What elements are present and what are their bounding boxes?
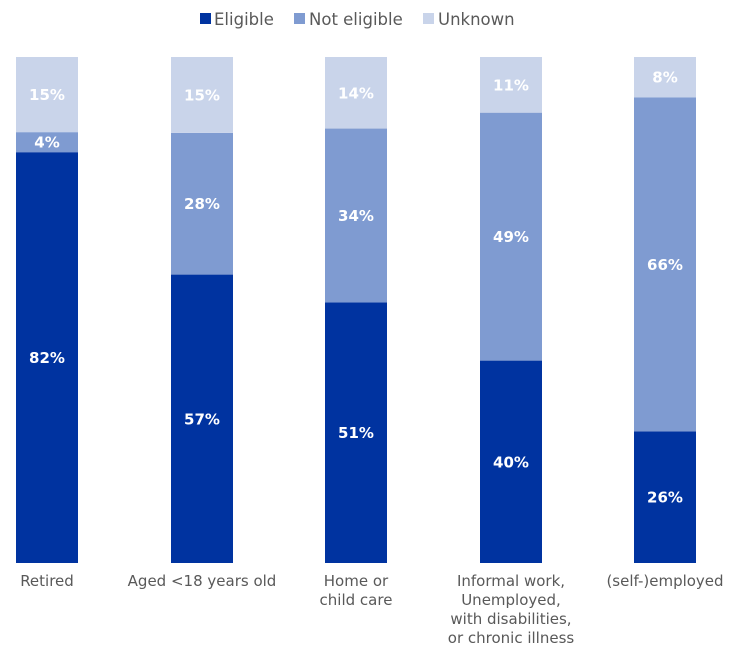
category-label-3: Home or child care: [320, 572, 393, 609]
bar-segment-unknown-2: [171, 57, 233, 133]
data-label-not-eligible-1: 4%: [34, 134, 59, 152]
bar-segment-not-eligible-2: [171, 132, 233, 275]
x-axis-labels: Retired Aged <18 years old Home or child ca…: [20, 572, 723, 647]
data-label-unknown-4: 11%: [493, 76, 529, 94]
category-label-1: Retired: [20, 572, 74, 590]
data-label-not-eligible-4: 49%: [493, 228, 529, 246]
bar-segment-unknown-5: [634, 57, 696, 98]
legend-swatch-eligible: [200, 13, 211, 24]
bar-segment-eligible-1: [16, 152, 78, 564]
data-label-eligible-2: 57%: [184, 410, 220, 428]
data-label-not-eligible-2: 28%: [184, 195, 220, 213]
category-label-5: (self-)employed: [606, 572, 723, 590]
category-label-4: Informal work, Unemployed, with disabiliti…: [448, 572, 575, 647]
bar-segment-eligible-5: [634, 431, 696, 563]
data-label-unknown-2: 15%: [184, 86, 220, 104]
legend-swatch-unknown: [423, 13, 434, 24]
legend-label-eligible: Eligible: [214, 10, 274, 29]
data-label-eligible-1: 82%: [29, 349, 65, 367]
data-label-not-eligible-3: 34%: [338, 207, 374, 225]
bar-segment-not-eligible-3: [325, 128, 387, 303]
data-label-eligible-4: 40%: [493, 453, 529, 471]
data-label-eligible-5: 26%: [647, 489, 683, 507]
legend-label-unknown: Unknown: [438, 10, 515, 29]
legend-label-not-eligible: Not eligible: [309, 10, 403, 29]
bar-segment-eligible-3: [325, 302, 387, 563]
bar-segment-unknown-1: [16, 57, 78, 133]
bar-segment-not-eligible-4: [480, 112, 542, 361]
bar-segment-not-eligible-5: [634, 97, 696, 432]
bar-segment-not-eligible-1: [16, 132, 78, 153]
legend-swatch-not-eligible: [294, 13, 305, 24]
bars: 82% 4% 15% 57% 28% 15% 51% 34% 14% 40% 49% 11% 26% 66…: [16, 57, 696, 564]
bar-segment-eligible-2: [171, 274, 233, 563]
data-label-unknown-1: 15%: [29, 86, 65, 104]
legend: Eligible Not eligible Unknown: [200, 10, 515, 29]
bar-segment-unknown-3: [325, 57, 387, 129]
data-label-eligible-3: 51%: [338, 424, 374, 442]
category-label-2: Aged <18 years old: [128, 572, 277, 590]
data-label-unknown-3: 14%: [338, 84, 374, 102]
data-label-not-eligible-5: 66%: [647, 256, 683, 274]
bar-segment-unknown-4: [480, 57, 542, 113]
bar-segment-eligible-4: [480, 360, 542, 563]
data-label-unknown-5: 8%: [652, 69, 677, 87]
